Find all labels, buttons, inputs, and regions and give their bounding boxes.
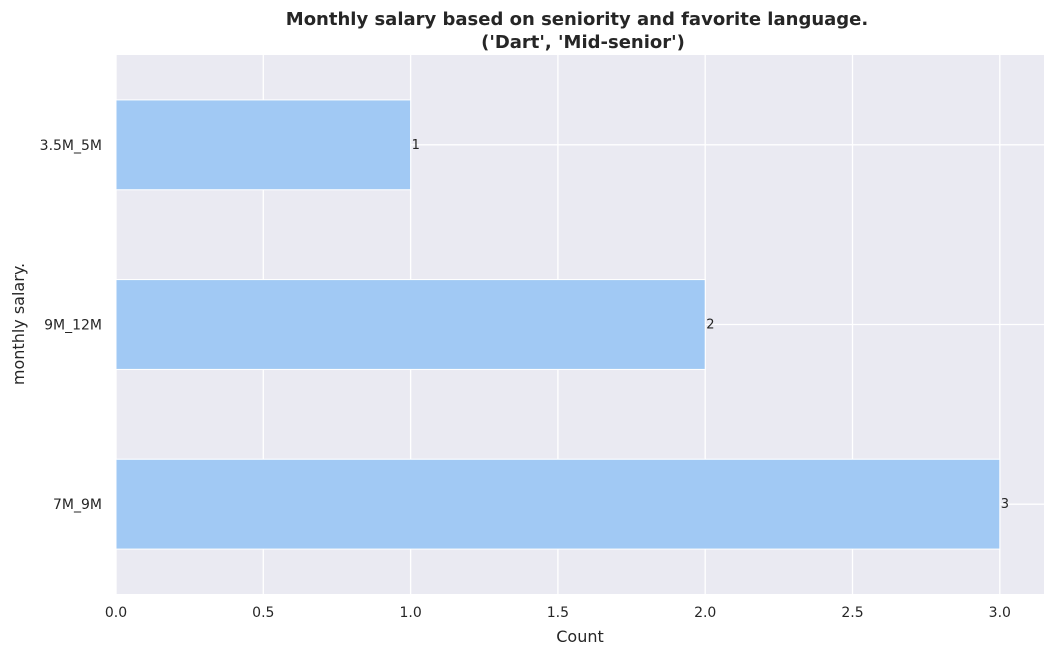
bar (115, 99, 412, 191)
chart-title: Monthly salary based on seniority and fa… (286, 9, 868, 30)
y-axis-ticks: 3.5M_5M 9M_12M 7M_9M (40, 138, 102, 513)
x-axis-label: Count (556, 627, 604, 646)
x-tick-label: 0.5 (252, 605, 274, 621)
x-tick-label: 0.0 (105, 605, 127, 621)
bar (115, 279, 706, 370)
y-axis-label: monthly salary. (9, 263, 28, 385)
x-tick-label: 1.0 (399, 605, 421, 621)
x-tick-label: 3.0 (989, 605, 1011, 621)
x-axis-ticks: 0.0 0.5 1.0 1.5 2.0 2.5 3.0 (105, 605, 1011, 621)
x-tick-label: 2.0 (694, 605, 716, 621)
y-tick-label: 7M_9M (53, 497, 102, 513)
x-tick-label: 1.5 (547, 605, 569, 621)
y-tick-label: 3.5M_5M (40, 138, 102, 154)
y-tick-label: 9M_12M (44, 318, 102, 334)
bar (115, 458, 1001, 550)
bar-value-label: 3 (1001, 497, 1009, 512)
bar-value-label: 1 (412, 138, 420, 153)
data-labels: 1 2 3 (412, 138, 1009, 512)
bars (115, 99, 1001, 550)
x-tick-label: 2.5 (841, 605, 863, 621)
bar-value-label: 2 (706, 318, 714, 333)
chart-subtitle: ('Dart', 'Mid-senior') (481, 32, 685, 53)
